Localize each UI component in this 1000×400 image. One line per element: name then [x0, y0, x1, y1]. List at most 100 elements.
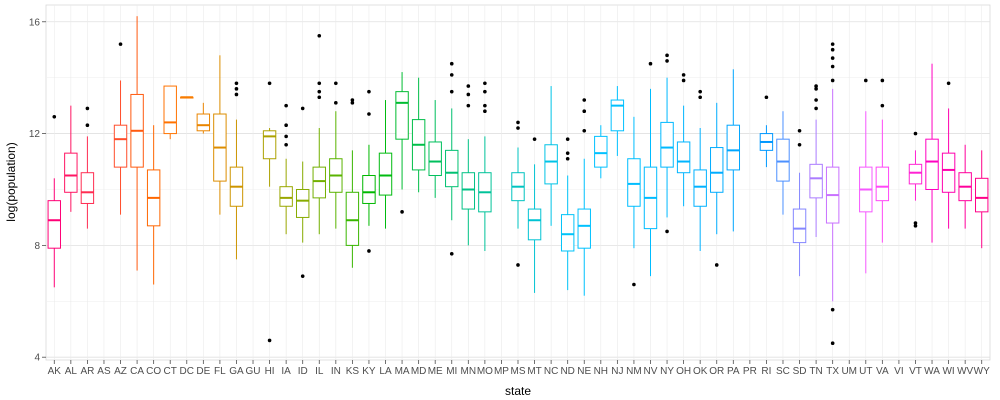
x-tick-label: WA	[924, 366, 940, 377]
box-iqr	[676, 141, 691, 174]
box-ct	[163, 85, 177, 140]
x-tick-label: VI	[894, 366, 903, 377]
outlier-point	[913, 131, 918, 136]
outlier-point	[400, 210, 404, 214]
x-tick-label: MA	[395, 366, 410, 377]
x-tick-label: OH	[676, 366, 691, 377]
outlier-point	[532, 137, 537, 141]
outlier-point	[449, 73, 454, 77]
x-tick-label: UT	[859, 366, 872, 377]
box-iqr	[345, 191, 360, 246]
box-me	[428, 100, 442, 198]
y-axis: 4 8 12 16	[29, 17, 46, 364]
outlier-point	[516, 126, 520, 130]
box-hi	[262, 81, 277, 343]
x-tick-label: GU	[246, 366, 261, 377]
y-tick-label: 4	[34, 353, 40, 364]
outlier-point	[714, 263, 719, 267]
x-tick-label: SD	[793, 366, 807, 377]
outlier-point	[449, 251, 454, 256]
outlier-point	[267, 81, 272, 86]
x-tick-label: VT	[909, 366, 922, 377]
outlier-point	[284, 134, 288, 139]
outlier-point	[466, 92, 471, 97]
box-sd	[792, 128, 807, 277]
box-iqr	[875, 166, 890, 202]
x-tick-label: UM	[841, 366, 857, 377]
box-md	[411, 77, 426, 193]
outlier-point	[698, 89, 702, 94]
box-mo	[478, 81, 492, 251]
box-iqr	[47, 200, 61, 249]
outlier-point	[367, 89, 371, 94]
outlier-point	[234, 87, 239, 91]
box-iqr	[295, 188, 310, 218]
box-iqr	[577, 208, 591, 249]
outlier-point	[317, 33, 322, 38]
outlier-point	[317, 95, 322, 100]
outlier-point	[814, 84, 818, 88]
box-de	[196, 102, 211, 134]
box-ks	[345, 98, 360, 268]
box-iqr	[792, 208, 807, 244]
box-iqr	[527, 208, 542, 241]
x-tick-label: IL	[315, 366, 324, 377]
outlier-point	[350, 101, 355, 105]
x-tick-label: AL	[65, 366, 78, 377]
outlier-point	[565, 137, 570, 141]
box-iqr	[660, 121, 674, 168]
box-iqr	[395, 91, 409, 140]
outlier-point	[698, 95, 702, 100]
box-nv	[643, 61, 658, 277]
x-tick-label: PA	[727, 366, 740, 377]
outlier-point	[466, 84, 471, 88]
box-iqr	[809, 163, 823, 199]
x-tick-label: MN	[461, 366, 477, 377]
outlier-point	[300, 274, 305, 278]
outlier-point	[582, 109, 587, 114]
box-ak	[47, 115, 61, 288]
box-co	[146, 125, 161, 285]
outlier-point	[449, 61, 454, 66]
x-tick-label: NE	[577, 366, 591, 377]
box-wy	[975, 150, 989, 249]
x-tick-label: ND	[560, 366, 574, 377]
box-in	[329, 81, 343, 229]
box-nj	[610, 86, 625, 156]
outlier-point	[797, 142, 802, 147]
x-tick-label: TX	[826, 366, 839, 377]
x-tick-label: MS	[511, 366, 526, 377]
outlier-point	[234, 92, 239, 97]
box-il	[312, 33, 326, 235]
x-tick-label: NM	[626, 366, 642, 377]
outlier-point	[284, 123, 288, 127]
x-tick-label: LA	[379, 366, 392, 377]
x-tick-label: AS	[97, 366, 111, 377]
box-iqr	[693, 169, 707, 207]
outlier-point	[582, 128, 587, 133]
box-ms	[511, 120, 525, 267]
outlier-point	[665, 59, 669, 63]
outlier-point	[830, 56, 835, 60]
outlier-point	[267, 338, 272, 343]
box-ne	[577, 98, 591, 296]
outlier-point	[516, 120, 520, 125]
x-tick-label: OR	[709, 366, 724, 377]
x-tick-label: AR	[80, 366, 94, 377]
outlier-point	[830, 42, 835, 46]
x-axis: AK AL AR AS AZ CA CO CT DC DE FL GA GU HI IA ID IL IN KS KY…	[48, 360, 990, 377]
box-iqr	[594, 135, 608, 168]
x-tick-label: DE	[196, 366, 210, 377]
x-tick-label: MT	[527, 366, 541, 377]
y-tick-label: 16	[29, 17, 41, 28]
box-al	[64, 105, 78, 212]
outlier-point	[830, 78, 835, 83]
box-va	[875, 78, 890, 243]
outlier-point	[582, 98, 587, 102]
x-tick-label: CO	[146, 366, 161, 377]
x-tick-label: VA	[876, 366, 889, 377]
outlier-point	[913, 224, 918, 228]
box-tx	[825, 42, 840, 346]
outlier-point	[565, 151, 570, 155]
x-tick-label: PR	[743, 366, 757, 377]
